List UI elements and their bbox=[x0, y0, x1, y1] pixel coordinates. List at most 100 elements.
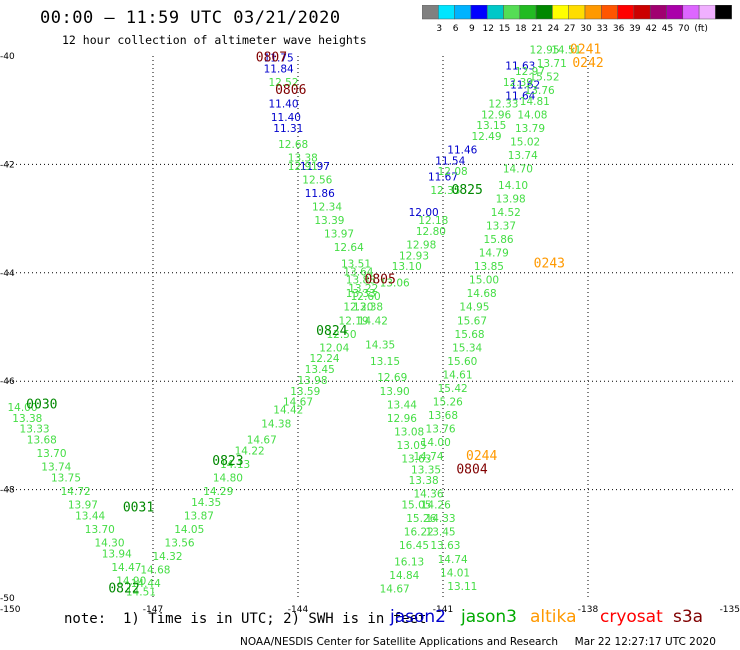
swh-value-jason3: 14.42 bbox=[273, 405, 303, 417]
swh-value-jason3: 13.76 bbox=[426, 424, 456, 436]
swh-value-jason2: 11.75 bbox=[264, 52, 294, 64]
pass-label-jason3: 0030 bbox=[26, 397, 57, 412]
swh-value-jason3: 13.37 bbox=[486, 220, 516, 232]
lon-tick-label: -141 bbox=[433, 605, 453, 615]
legend-cryosat: cryosat bbox=[600, 607, 663, 627]
swh-value-jason3: 13.15 bbox=[476, 120, 506, 132]
swh-value-jason3: 15.05 bbox=[401, 500, 431, 512]
swh-value-jason3: 13.06 bbox=[380, 277, 410, 289]
swh-value-jason3: 13.97 bbox=[324, 229, 354, 241]
swh-value-jason3: 13.88 bbox=[346, 275, 376, 287]
swh-value-jason2: 11.40 bbox=[271, 112, 301, 124]
colorbar-label: 39 bbox=[629, 24, 641, 34]
swh-value-jason3: 13.38 bbox=[12, 413, 42, 425]
swh-value-jason3: 13.98 bbox=[496, 193, 526, 205]
pass-label-altika: 0243 bbox=[534, 256, 565, 271]
swh-value-jason3: 13.56 bbox=[165, 538, 195, 550]
pass-label-jason3: 0825 bbox=[452, 183, 483, 198]
swh-value-jason2: 11.67 bbox=[428, 172, 458, 184]
pass-label-altika: 0242 bbox=[572, 56, 603, 71]
lat-tick-label: -40 bbox=[0, 52, 15, 62]
pass-label-altika: 0244 bbox=[466, 449, 497, 464]
legend-s3a: s3a bbox=[673, 607, 704, 627]
colorbar-label: 6 bbox=[453, 24, 459, 34]
swh-value-jason3: 13.51 bbox=[341, 258, 371, 270]
swh-value-jason3: 13.68 bbox=[428, 410, 458, 422]
swh-value-jason3: 14.00 bbox=[421, 437, 451, 449]
colorbar-label: 30 bbox=[580, 24, 592, 34]
lat-tick-label: -48 bbox=[0, 486, 15, 496]
swh-value-jason3: 14.30 bbox=[94, 538, 124, 550]
colorbar-label: 27 bbox=[564, 24, 575, 34]
colorbar-label: 70 bbox=[678, 24, 690, 34]
swh-value-jason2: 11.46 bbox=[447, 145, 477, 157]
swh-value-jason3: 12.68 bbox=[278, 139, 308, 151]
pass-label-s3a: 0806 bbox=[275, 83, 306, 98]
colorbar-label: 15 bbox=[499, 24, 510, 34]
swh-value-jason3: 14.13 bbox=[220, 459, 250, 471]
swh-value-jason3: 13.45 bbox=[305, 364, 335, 376]
swh-value-jason3: 14.44 bbox=[131, 578, 161, 590]
swh-value-jason3: 12.91 bbox=[288, 161, 318, 173]
swh-value-jason3: 14.67 bbox=[247, 435, 277, 447]
swh-value-jason3: 12.69 bbox=[377, 372, 407, 384]
swh-value-jason3: 12.93 bbox=[399, 250, 429, 262]
swh-value-jason3: 14.72 bbox=[61, 486, 91, 498]
swh-value-jason3: 12.24 bbox=[310, 353, 340, 365]
swh-value-jason3: 14.42 bbox=[358, 315, 388, 327]
colorbar-label: 24 bbox=[548, 24, 560, 34]
lon-tick-label: -138 bbox=[578, 605, 599, 615]
colorbar-label: 36 bbox=[613, 24, 625, 34]
swh-value-jason3: 13.05 bbox=[397, 440, 427, 452]
swh-value-jason3: 13.10 bbox=[392, 261, 422, 273]
swh-value-jason3: 13.39 bbox=[314, 215, 344, 227]
swh-value-jason3: 12.52 bbox=[268, 77, 298, 89]
swh-value-jason3: 12.95 bbox=[529, 44, 559, 56]
swh-value-jason3: 13.98 bbox=[297, 375, 327, 387]
swh-value-jason3: 14.51 bbox=[126, 586, 156, 598]
swh-value-jason3: 13.38 bbox=[288, 153, 318, 165]
swh-value-jason2: 11.97 bbox=[300, 161, 330, 173]
swh-value-jason3: 16.22 bbox=[404, 527, 434, 539]
swh-value-jason3: 13.35 bbox=[411, 464, 441, 476]
swh-value-jason3: 13.70 bbox=[85, 524, 115, 536]
swh-value-jason3: 15.60 bbox=[447, 356, 477, 368]
swh-value-jason2: 11.40 bbox=[268, 98, 298, 110]
swh-value-jason3: 15.00 bbox=[469, 275, 499, 287]
swh-value-jason3: 14.10 bbox=[498, 180, 528, 192]
swh-value-jason3: 14.95 bbox=[459, 302, 489, 314]
swh-value-jason3: 14.68 bbox=[467, 288, 497, 300]
lat-tick-label: -50 bbox=[0, 594, 15, 604]
swh-value-jason3: 14.52 bbox=[491, 207, 521, 219]
swh-value-jason3: 12.39 bbox=[503, 77, 533, 89]
swh-value-jason3: 15.86 bbox=[484, 234, 514, 246]
legend-jason3: jason3 bbox=[461, 607, 517, 627]
swh-value-jason3: 13.33 bbox=[346, 288, 376, 300]
swh-value-jason3: 14.01 bbox=[440, 567, 470, 579]
swh-value-jason3: 12.33 bbox=[488, 98, 518, 110]
swh-value-jason3: 13.45 bbox=[426, 527, 456, 539]
swh-value-altika: 14.51 bbox=[551, 44, 581, 56]
swh-value-jason3: 14.67 bbox=[283, 397, 313, 409]
swh-value-jason3: 14.36 bbox=[413, 489, 443, 501]
units-note: note: 1) Time is in UTC; 2) SWH is in fe… bbox=[64, 611, 427, 627]
swh-value-jason3: 13.79 bbox=[515, 123, 545, 135]
swh-value-jason3: 12.19 bbox=[339, 315, 369, 327]
swh-value-jason3: 14.00 bbox=[7, 402, 37, 414]
colorbar-label: 18 bbox=[515, 24, 527, 34]
swh-value-jason3: 14.08 bbox=[517, 109, 547, 121]
pass-label-s3a: 0805 bbox=[365, 273, 396, 288]
credit-line: NOAA/NESDIS Center for Satellite Applica… bbox=[240, 636, 716, 648]
pass-label-s3a: 0807 bbox=[256, 50, 287, 65]
swh-value-jason3: 12.08 bbox=[438, 166, 468, 178]
swh-value-jason3: 13.22 bbox=[348, 283, 378, 295]
swh-value-jason2: 11.86 bbox=[305, 188, 335, 200]
swh-value-jason3: 14.61 bbox=[442, 369, 472, 381]
swh-value-jason3: 13.90 bbox=[380, 386, 410, 398]
swh-value-jason3: 14.70 bbox=[503, 164, 533, 176]
swh-value-jason3: 13.44 bbox=[75, 510, 105, 522]
swh-value-jason3: 14.47 bbox=[111, 562, 141, 574]
swh-value-jason3: 13.68 bbox=[27, 435, 57, 447]
swh-value-jason3: 12.56 bbox=[302, 174, 332, 186]
